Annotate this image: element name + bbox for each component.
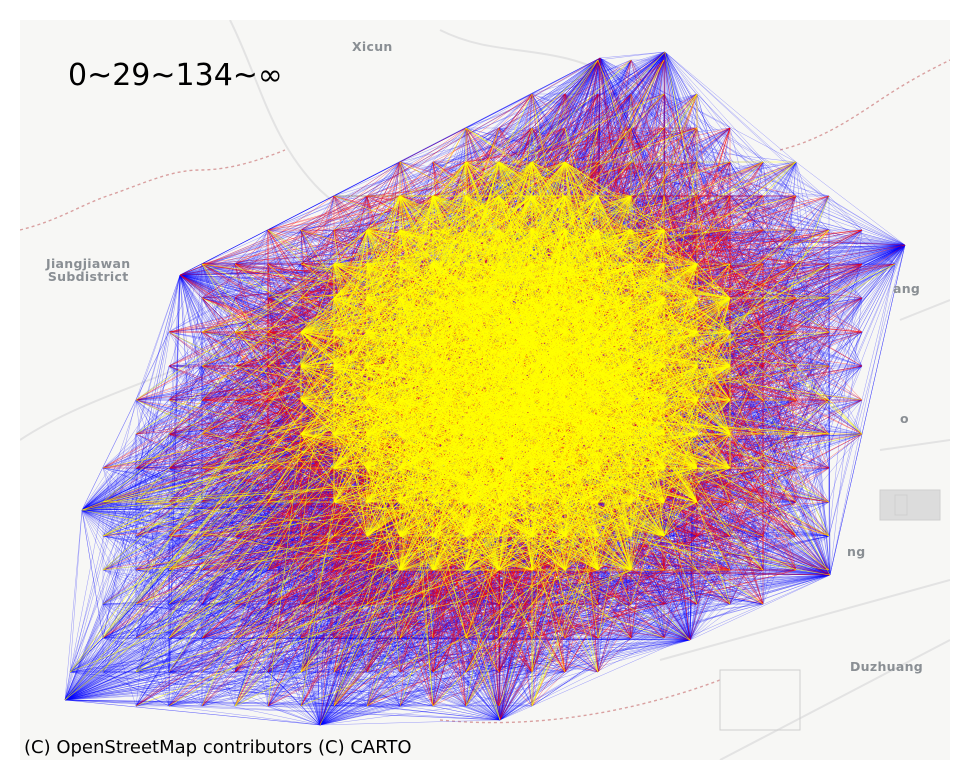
map-frame[interactable]: Xicun Jiangjiawan Subdistrict Duzhuang a… (20, 20, 950, 760)
district-boundary (439, 679, 721, 724)
place-label-partial-ang: ang (893, 281, 921, 296)
place-label-duzhuang: Duzhuang (850, 659, 924, 674)
flow-edges-0-29 (64, 51, 896, 726)
road (899, 299, 950, 321)
basemap (20, 20, 950, 760)
road (719, 639, 950, 760)
legend-title: 0~29~134~∞ (68, 58, 283, 93)
district-boundary (20, 149, 286, 231)
district-boundary (779, 59, 950, 151)
building-block (894, 494, 908, 516)
road (879, 439, 950, 451)
road (229, 20, 411, 271)
place-label-partial-o: o (900, 411, 909, 426)
building-block (719, 669, 801, 731)
building-block (879, 489, 941, 521)
attribution: (C) OpenStreetMap contributors (C) CARTO (24, 737, 412, 758)
place-label-jiangjiawan: Jiangjiawan Subdistrict (46, 256, 131, 284)
road (659, 579, 950, 661)
place-label-xicun: Xicun (352, 39, 393, 54)
road (20, 349, 221, 441)
place-label-partial-ng: ng (847, 544, 866, 559)
od-flow-network (64, 51, 906, 726)
